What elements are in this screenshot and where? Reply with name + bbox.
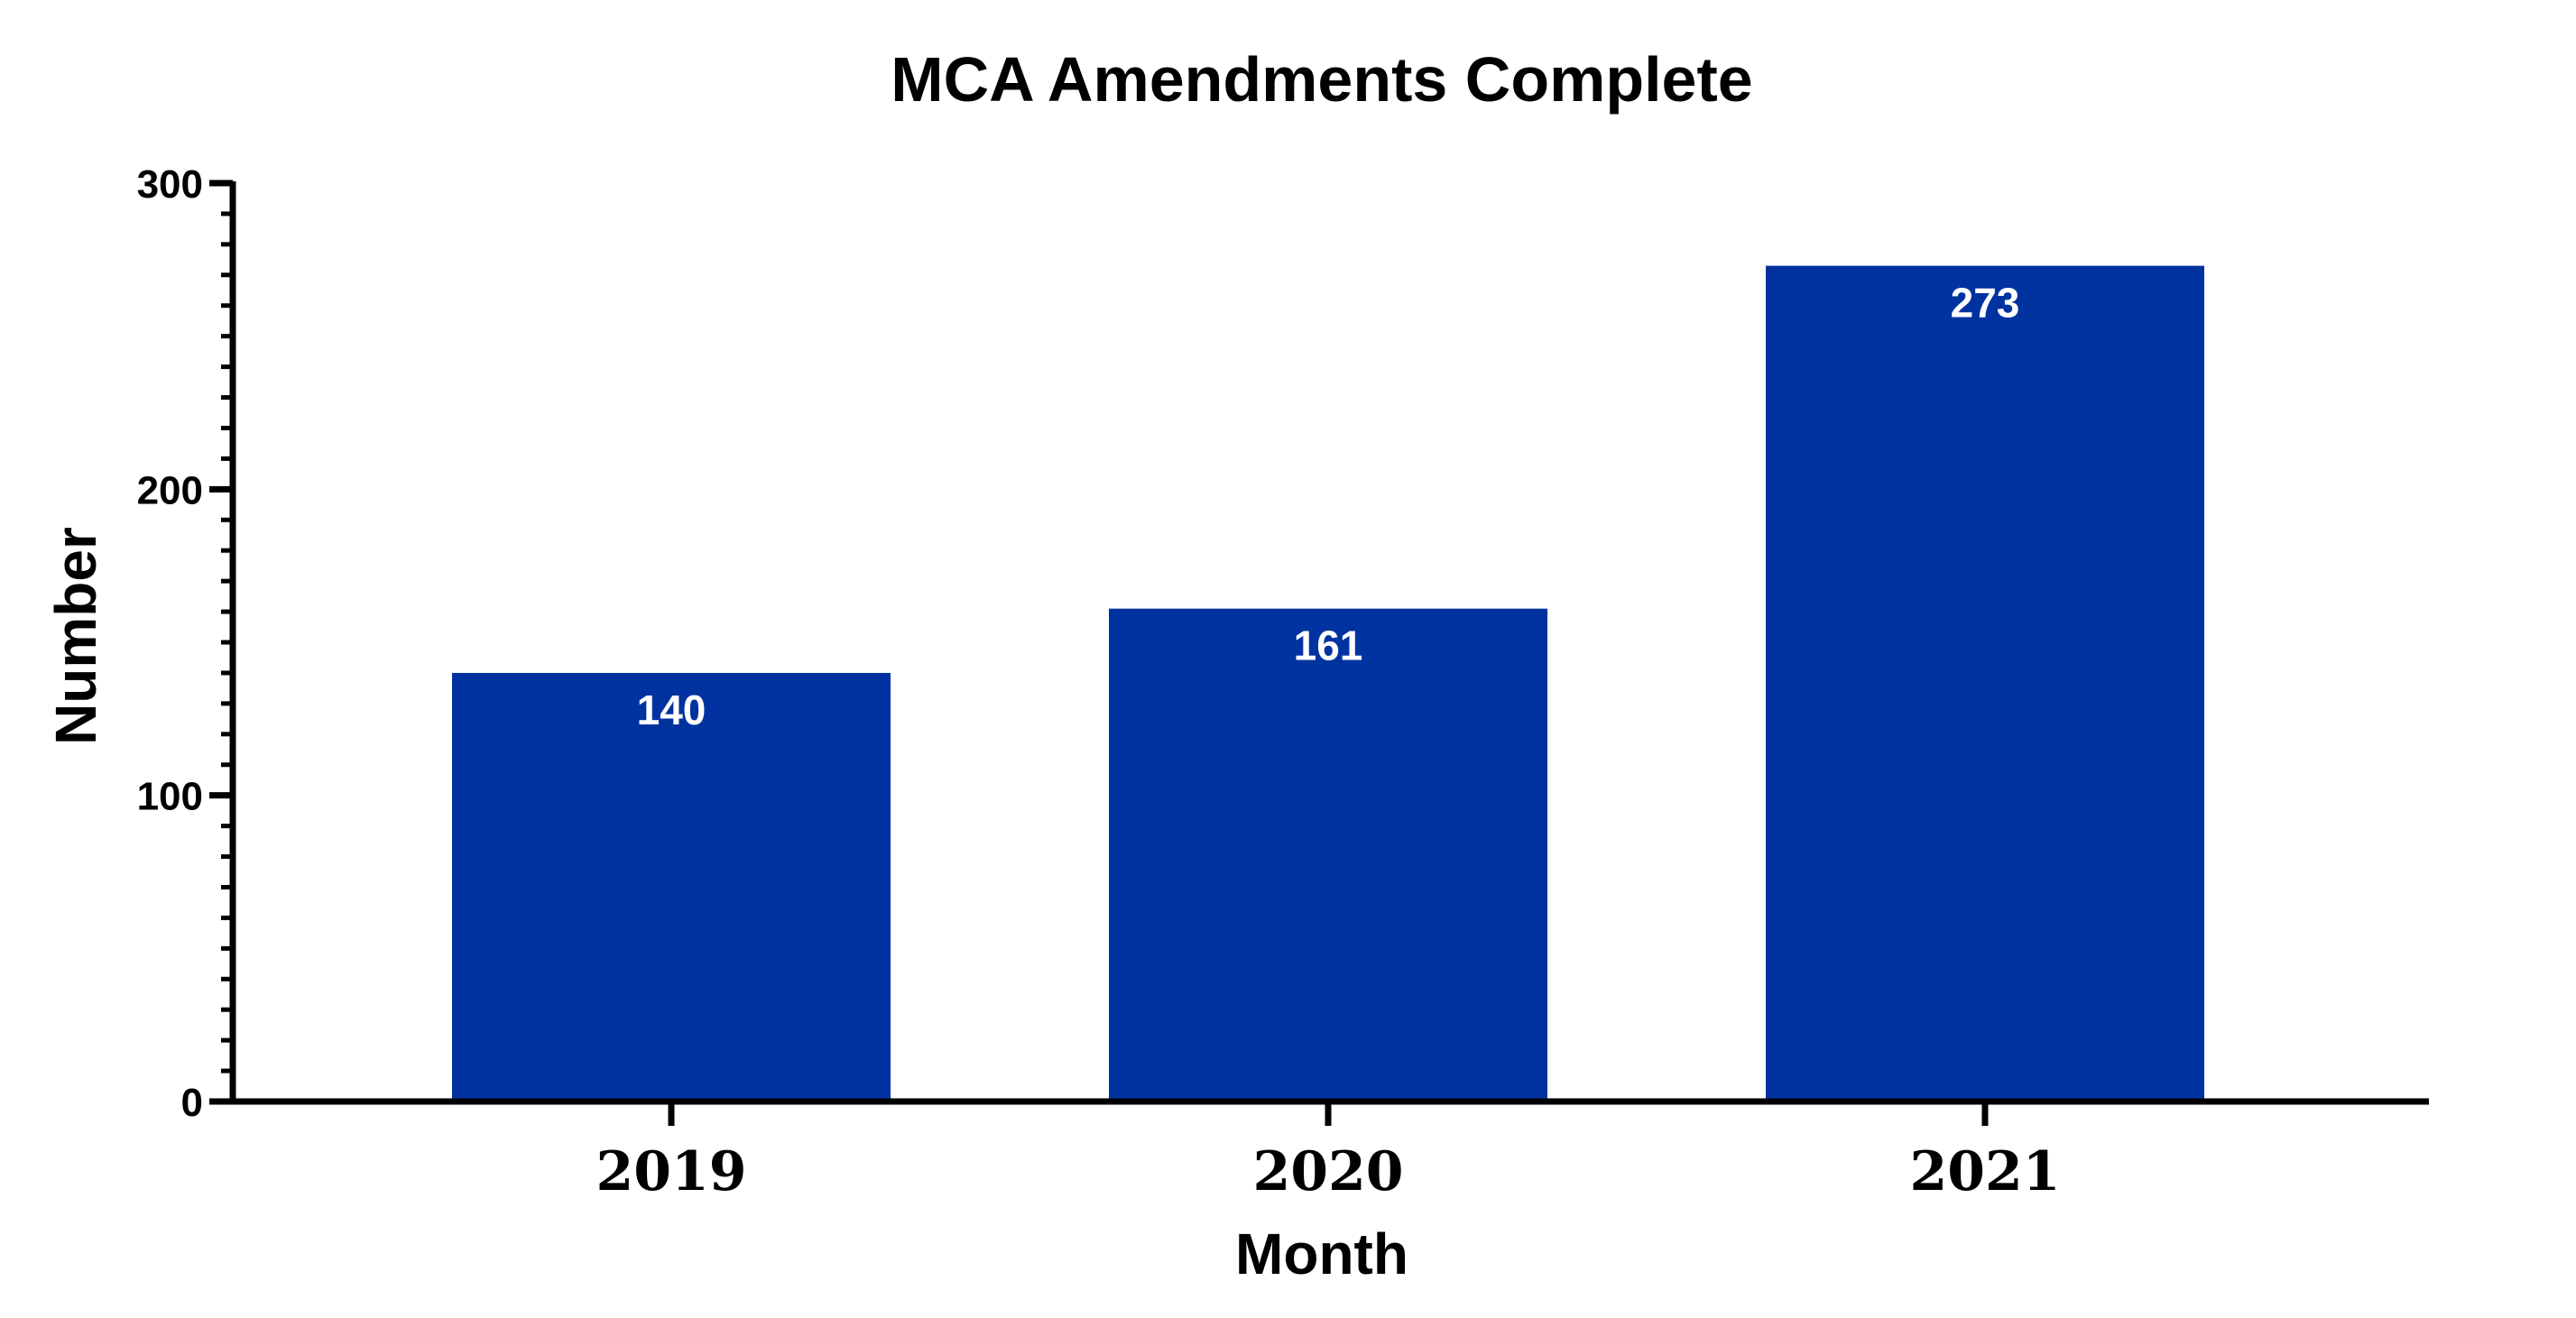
y-tick-label-300: 300	[137, 162, 203, 207]
bars-layer	[452, 265, 2204, 1101]
bar-labels-layer: 140 161 273	[637, 280, 2020, 733]
y-axis-label: Number	[43, 527, 108, 745]
bar-2020	[1109, 608, 1547, 1101]
bar-2021	[1766, 265, 2204, 1101]
x-tick-label-2020: 2020	[1253, 1140, 1404, 1203]
x-tick-label-2019: 2019	[596, 1140, 747, 1203]
x-tick-label-2021: 2021	[1910, 1140, 2061, 1203]
x-axis-label: Month	[1235, 1221, 1408, 1286]
bar-2019	[452, 672, 891, 1101]
y-tick-label-200: 200	[137, 468, 203, 512]
chart-title: MCA Amendments Complete	[891, 44, 1752, 115]
y-tick-label-100: 100	[137, 775, 203, 819]
y-axis: 0 100 200 300	[137, 162, 236, 1125]
x-axis: 2019 2020 2021	[229, 1098, 2429, 1203]
bar-value-label-2020: 161	[1294, 622, 1363, 669]
bar-value-label-2021: 273	[1951, 280, 2020, 327]
bar-value-label-2019: 140	[637, 687, 706, 733]
y-tick-label-0: 0	[181, 1081, 203, 1125]
